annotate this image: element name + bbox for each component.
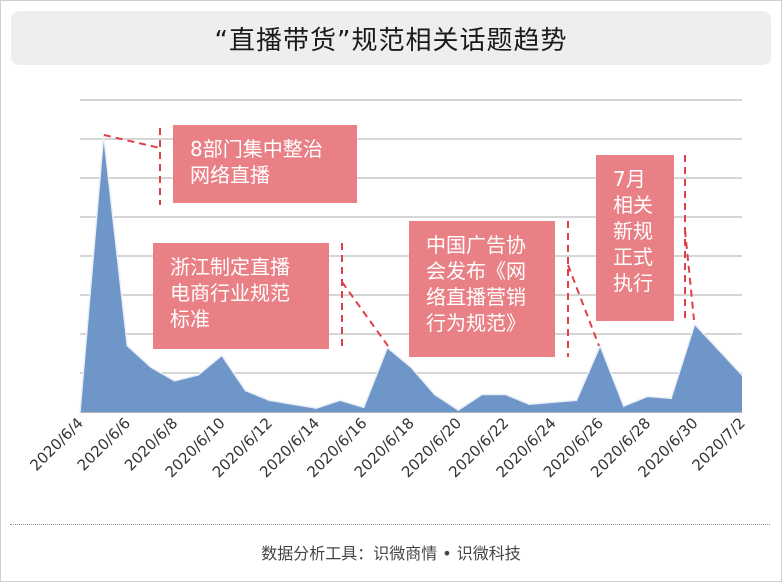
annotation-box <box>409 221 555 357</box>
annotation-text: 络直播营销 <box>426 285 526 309</box>
callout-dash <box>567 264 600 347</box>
data-point <box>717 348 720 351</box>
data-point <box>504 393 507 396</box>
annotation-box <box>173 125 357 203</box>
callout-dash <box>103 134 161 149</box>
annotation-text: 8部门集中整治 <box>190 137 323 161</box>
area-series <box>79 134 743 413</box>
data-point <box>221 354 223 357</box>
annotation-text: 7月 <box>613 167 646 191</box>
callout-dash <box>684 229 695 321</box>
data-point <box>481 393 483 396</box>
annotation-text: 执行 <box>613 271 653 295</box>
annotation-text: 电商行业规范 <box>170 281 290 305</box>
data-point <box>552 401 554 404</box>
annotation-text: 相关 <box>613 193 653 217</box>
annotation-text: 正式 <box>613 245 653 269</box>
data-point <box>244 389 247 392</box>
annotation-text: 中国广告协 <box>426 233 526 257</box>
data-point <box>410 366 412 368</box>
data-point <box>362 406 365 409</box>
annotation-text: 网络直播 <box>190 163 270 187</box>
annotation-text: 行为规范》 <box>426 311 526 335</box>
data-point <box>693 323 696 326</box>
data-point <box>197 374 200 376</box>
data-point <box>150 366 152 368</box>
data-point <box>670 397 672 400</box>
footer-divider <box>10 524 770 525</box>
data-point <box>741 374 743 376</box>
data-point <box>315 407 318 409</box>
footer-source: 数据分析工具：识微商情 • 识微科技 <box>261 544 521 563</box>
annotation-text: 新规 <box>613 219 653 243</box>
data-point <box>646 395 649 398</box>
data-point <box>173 380 176 382</box>
data-point <box>622 405 625 407</box>
annotation-text: 标准 <box>170 307 210 331</box>
data-point <box>339 399 341 402</box>
data-point <box>268 399 270 402</box>
data-point <box>575 399 578 402</box>
x-tick-labels: 2020/6/42020/6/62020/6/82020/6/102020/6/… <box>26 414 748 481</box>
annotation-box <box>153 243 329 349</box>
data-point <box>528 403 531 406</box>
chart-title: “直播带货”规范相关话题趋势 <box>214 25 568 56</box>
data-point <box>457 409 460 411</box>
data-point <box>291 403 294 406</box>
data-point <box>433 393 436 396</box>
data-point <box>126 344 129 347</box>
annotation-text: 会发布《网 <box>426 259 526 283</box>
title-bar: “直播带货”规范相关话题趋势 <box>11 11 771 65</box>
data-point <box>386 346 389 349</box>
annotation-box <box>596 155 674 321</box>
annotation-text: 浙江制定直播 <box>170 255 290 279</box>
data-point <box>79 411 81 413</box>
callout-dash <box>341 281 389 347</box>
